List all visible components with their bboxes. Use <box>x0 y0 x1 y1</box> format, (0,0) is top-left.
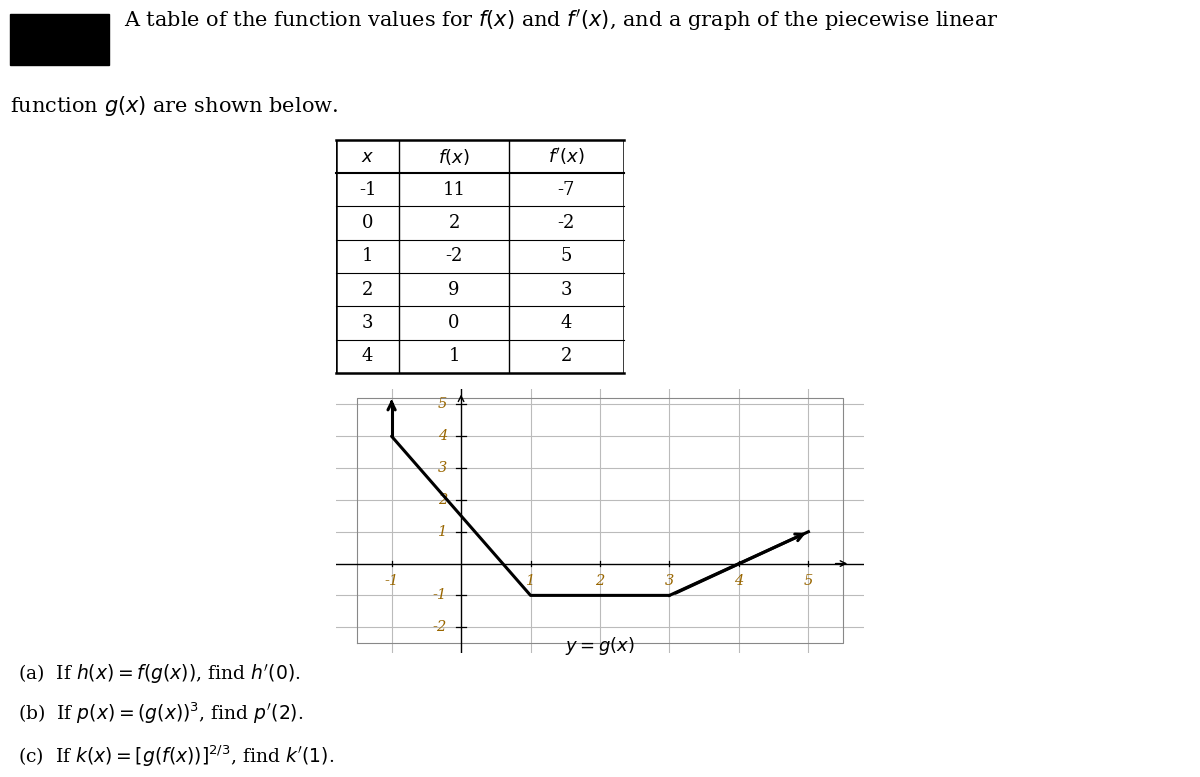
Text: 1: 1 <box>438 524 448 538</box>
Text: 2: 2 <box>362 280 373 298</box>
Text: 2: 2 <box>449 214 460 232</box>
Text: 0: 0 <box>362 214 373 232</box>
Text: (c)  If $k(x) = [g(f(x))]^{2/3}$, find $k'(1)$.: (c) If $k(x) = [g(f(x))]^{2/3}$, find $k… <box>18 744 335 768</box>
Text: 3: 3 <box>438 461 448 475</box>
Text: 4: 4 <box>438 429 448 443</box>
Text: 1: 1 <box>362 247 373 266</box>
Text: 5: 5 <box>560 247 572 266</box>
Text: 11: 11 <box>443 181 466 199</box>
Text: $f'(x)$: $f'(x)$ <box>548 146 584 167</box>
Text: 4: 4 <box>560 314 572 332</box>
Text: -1: -1 <box>433 588 448 602</box>
Text: 0: 0 <box>449 314 460 332</box>
FancyBboxPatch shape <box>10 14 109 65</box>
Text: 5: 5 <box>804 573 814 587</box>
Text: 2: 2 <box>595 573 605 587</box>
Text: 1: 1 <box>526 573 535 587</box>
Text: -2: -2 <box>433 620 448 634</box>
Text: function $g(x)$ are shown below.: function $g(x)$ are shown below. <box>10 94 338 117</box>
Text: 3: 3 <box>665 573 674 587</box>
Text: 5: 5 <box>438 397 448 411</box>
Text: 2: 2 <box>560 347 572 365</box>
Text: $x$: $x$ <box>361 148 374 166</box>
Text: -2: -2 <box>558 214 575 232</box>
Text: $y = g(x)$: $y = g(x)$ <box>565 636 635 657</box>
Text: -7: -7 <box>558 181 575 199</box>
Text: 3: 3 <box>362 314 373 332</box>
Text: 1: 1 <box>449 347 460 365</box>
Text: 4: 4 <box>734 573 744 587</box>
Text: A table of the function values for $f(x)$ and $f'(x)$, and a graph of the piecew: A table of the function values for $f(x)… <box>124 8 998 33</box>
Text: -1: -1 <box>359 181 377 199</box>
Text: 4: 4 <box>362 347 373 365</box>
Text: (a)  If $h(x) = f(g(x))$, find $h'(0)$.: (a) If $h(x) = f(g(x))$, find $h'(0)$. <box>18 663 301 686</box>
Text: $f(x)$: $f(x)$ <box>438 147 470 166</box>
Text: 9: 9 <box>449 280 460 298</box>
Text: -1: -1 <box>384 573 398 587</box>
Text: 2: 2 <box>438 493 448 507</box>
Text: (b)  If $p(x) = (g(x))^3$, find $p'(2)$.: (b) If $p(x) = (g(x))^3$, find $p'(2)$. <box>18 700 304 726</box>
Text: -2: -2 <box>445 247 463 266</box>
Text: 3: 3 <box>560 280 572 298</box>
